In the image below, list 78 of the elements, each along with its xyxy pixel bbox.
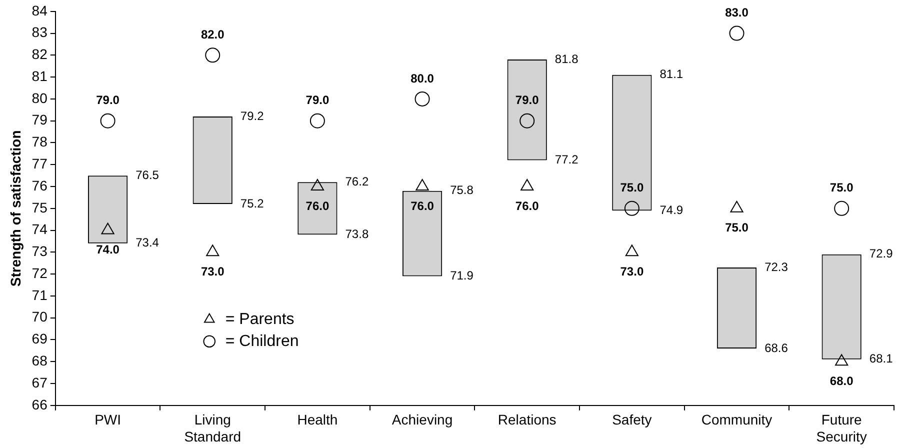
y-tick-label: 83	[32, 24, 48, 40]
data-label: 80.0	[410, 71, 434, 86]
y-tick-label: 79	[32, 112, 48, 128]
point	[730, 200, 744, 212]
annotation: 79.2	[240, 108, 264, 123]
y-tick-label: 67	[32, 374, 48, 390]
y-tick-label: 68	[32, 352, 48, 368]
data-label: 76.0	[306, 198, 330, 213]
data-label: 76.0	[410, 198, 434, 213]
y-tick-label: 71	[32, 286, 48, 303]
point	[520, 179, 534, 191]
annotation: 72.3	[764, 260, 788, 274]
x-tick-label: Community	[701, 412, 772, 428]
y-tick-label: 66	[32, 396, 48, 412]
point	[206, 244, 220, 256]
point	[310, 113, 325, 128]
data-label: 75.0	[620, 180, 644, 195]
annotation: 76.5	[136, 168, 160, 182]
x-tick-label: Safety	[612, 412, 652, 428]
legend-label: = Children	[225, 332, 299, 350]
y-tick-label: 73	[32, 243, 48, 260]
annotation: 81.1	[660, 67, 684, 82]
annotation: 72.9	[869, 246, 894, 261]
data-label: 82.0	[200, 27, 225, 42]
y-axis-title: Strength of satisfaction	[7, 130, 24, 287]
annotation: 75.8	[450, 183, 474, 198]
annotation: 77.2	[554, 152, 579, 167]
y-tick-label: 69	[32, 330, 48, 347]
data-label: 79.0	[96, 93, 120, 108]
data-label: 79.0	[515, 93, 540, 108]
data-label: 79.0	[306, 93, 330, 108]
y-tick-label: 75	[32, 199, 48, 216]
y-tick-label: 78	[32, 134, 48, 150]
point	[101, 222, 114, 234]
y-tick-label: 80	[32, 90, 48, 106]
data-label: 73.0	[620, 264, 644, 278]
y-tick-label: 84	[32, 2, 48, 18]
point	[414, 91, 430, 106]
data-label: 83.0	[725, 6, 749, 20]
annotation: 74.9	[660, 202, 684, 217]
y-tick-label: 77	[32, 155, 48, 172]
y-tick-label: 74	[32, 221, 48, 238]
annotation: 68.1	[869, 352, 894, 366]
data-label: 74.0	[96, 242, 120, 257]
x-tick-label: Achieving	[392, 412, 453, 428]
point	[835, 354, 848, 366]
x-tick-label: Future Security	[816, 412, 867, 444]
point	[416, 179, 429, 191]
x-tick-label: Health	[297, 412, 338, 428]
x-tick-label: Relations	[498, 412, 556, 428]
legend-label: = Parents	[225, 310, 294, 328]
annotation: 81.8	[554, 52, 579, 66]
annotation: 73.4	[136, 236, 160, 250]
x-tick-label: PWI	[94, 412, 122, 428]
x-tick-label: Living Standard	[184, 412, 242, 444]
data-label: 68.0	[830, 374, 854, 388]
data-label: 75.0	[830, 180, 854, 195]
point	[520, 113, 535, 128]
point	[205, 48, 220, 63]
point	[310, 179, 324, 191]
annotation: 75.2	[240, 196, 264, 210]
data-label: 73.0	[200, 264, 225, 278]
data-label: 76.0	[515, 198, 540, 213]
point	[624, 200, 640, 216]
annotation: 68.6	[764, 340, 788, 355]
point	[834, 200, 850, 216]
data-label: 75.0	[725, 220, 749, 235]
y-tick-label: 70	[32, 308, 48, 325]
annotation: 76.2	[345, 174, 369, 188]
point	[729, 26, 744, 41]
point	[100, 113, 116, 128]
y-tick-label: 81	[32, 68, 48, 84]
y-tick-label: 72	[32, 264, 48, 281]
y-tick-label: 76	[32, 177, 48, 194]
point	[625, 244, 638, 256]
y-tick-label: 82	[32, 46, 48, 62]
annotation: 71.9	[450, 268, 474, 283]
annotation: 73.8	[345, 226, 369, 241]
